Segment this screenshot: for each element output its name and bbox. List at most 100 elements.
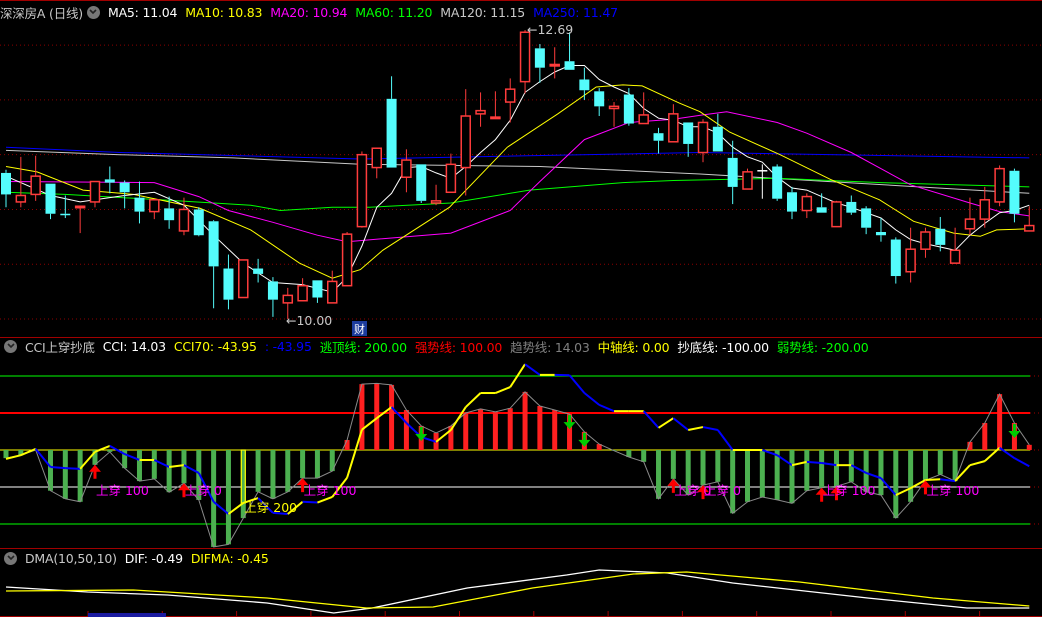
candle-body	[816, 207, 827, 213]
finance-badge[interactable]: 财	[352, 321, 367, 336]
cci70-segment	[450, 406, 467, 431]
cci70-segment	[390, 406, 408, 424]
candle-body	[416, 164, 427, 201]
candle-body	[772, 166, 783, 199]
cci-bar	[492, 411, 498, 450]
cci-bar	[166, 450, 172, 493]
scroll-indicator	[88, 613, 166, 617]
dma-title: DMA(10,50,10)	[25, 550, 117, 566]
candle-body	[134, 197, 145, 212]
up-arrow-icon	[296, 478, 309, 493]
cci-bar	[1026, 444, 1032, 450]
header-value: MA60: 11.20	[355, 4, 433, 20]
candle-body	[1, 172, 11, 195]
candle-body	[445, 163, 457, 194]
cci-bar	[730, 450, 736, 514]
cci70-segment	[65, 467, 81, 470]
cci70-segment	[227, 502, 244, 515]
candle-body	[653, 133, 664, 141]
stock-title: 深深房A (日线)	[0, 5, 83, 21]
candle-body	[564, 61, 575, 70]
cci-bar	[656, 450, 662, 499]
candle-body	[104, 179, 115, 183]
candle-body	[801, 195, 813, 212]
candle-body	[30, 175, 41, 196]
candle-body	[386, 98, 397, 168]
cci70-segment	[850, 464, 867, 474]
header-value: MA5: 11.04	[107, 4, 178, 20]
candle-body	[149, 199, 160, 213]
cci70-segment	[524, 363, 541, 376]
cci-bar	[478, 408, 484, 450]
cci-bar	[700, 450, 706, 486]
chevron-down-icon	[6, 343, 15, 349]
cci-bar	[329, 450, 335, 472]
cci-bar	[997, 394, 1003, 450]
cross-signal-label: 上穿 200	[244, 500, 298, 515]
cci70-segment	[317, 496, 333, 504]
candle-body	[490, 116, 501, 120]
cci-bar	[359, 384, 365, 450]
up-arrow-icon	[815, 487, 828, 502]
candle-body	[712, 126, 723, 152]
down-arrow-icon	[1008, 423, 1021, 438]
candle-body	[786, 192, 797, 212]
cci-panel-header: CCI上穿抄底 CCI: 14.03 CCI70: -43.95: -43.95 逃…	[0, 338, 876, 355]
cci70-segment	[568, 374, 586, 394]
cci-bar	[670, 450, 676, 479]
candle-body	[89, 180, 101, 203]
cci70-segment	[940, 478, 956, 483]
candle-body	[475, 109, 486, 115]
candle-body	[178, 208, 190, 232]
cci-bar	[537, 405, 543, 450]
up-arrow-icon	[830, 486, 843, 501]
cci70-segment	[5, 454, 22, 460]
cci-bar	[285, 450, 291, 492]
cci70-segment	[642, 410, 660, 429]
candle-body	[594, 91, 605, 107]
candle-body	[638, 114, 649, 125]
chevron-down-icon	[89, 9, 98, 15]
cci-bar	[77, 450, 83, 502]
cci-bar	[685, 450, 691, 496]
candle-body	[979, 199, 991, 220]
candle-body	[697, 121, 709, 154]
candle-body	[727, 157, 738, 187]
down-arrow-icon	[415, 426, 428, 441]
candle-body	[608, 105, 620, 110]
cci-bar	[225, 450, 231, 545]
cci-bar	[374, 383, 380, 450]
cci70-segment	[465, 392, 482, 408]
cci-dropdown-button[interactable]	[4, 339, 17, 353]
header-value: CCI: 14.03	[102, 338, 166, 354]
cross-signal-label: 上穿 100	[822, 483, 876, 498]
candle-body	[267, 281, 278, 300]
cross-signal-label: 上穿 100	[95, 483, 149, 498]
indicator-dropdown-button[interactable]	[86, 5, 100, 19]
cross-signal-label: 上穿 0	[674, 483, 712, 498]
header-value: 逃顶线: 200.00	[319, 339, 407, 355]
cross-signal-label: 上穿 0	[704, 483, 741, 498]
cci70-segment	[361, 417, 378, 431]
candle-body	[846, 201, 857, 213]
cci-bar	[92, 450, 98, 465]
cci-bar	[567, 414, 573, 450]
cci70-segment	[776, 454, 793, 466]
cci-bar	[922, 450, 928, 481]
candle-body	[341, 233, 353, 287]
candle-body	[905, 248, 916, 273]
cci-bar	[18, 450, 24, 456]
candle-body	[60, 213, 71, 216]
candle-body	[312, 280, 323, 298]
header-value: 强势线: 100.00	[414, 339, 503, 355]
cross-signal-label: 上穿 100	[303, 483, 357, 498]
dma-dropdown-button[interactable]	[4, 551, 17, 565]
header-value: 中轴线: 0.00	[597, 339, 670, 355]
cci70-segment	[806, 460, 822, 464]
cci-bar	[908, 450, 914, 502]
candle-body	[683, 122, 694, 144]
cci-bar	[300, 450, 306, 479]
candle-body	[994, 167, 1005, 203]
cci-line	[5, 382, 1030, 548]
